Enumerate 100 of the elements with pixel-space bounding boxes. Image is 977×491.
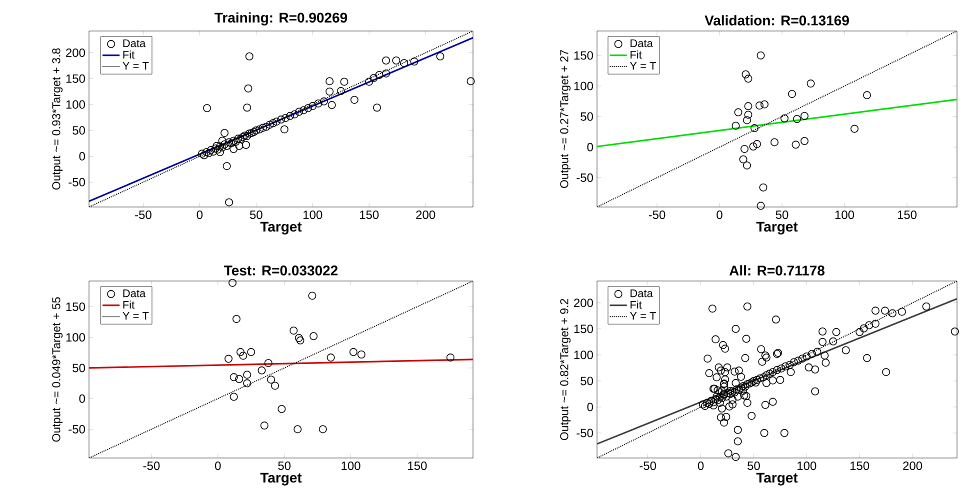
point: [224, 354, 233, 363]
legend-label: Fit: [123, 300, 135, 309]
point: [753, 140, 762, 148]
point: [236, 348, 244, 356]
point: [792, 140, 800, 149]
point: [243, 370, 252, 379]
point: [326, 354, 335, 362]
legend-label: Fit: [123, 50, 135, 59]
x-tick-label: 0: [716, 210, 722, 220]
point: [788, 90, 796, 98]
point: [239, 352, 248, 360]
legend-label: Y = T: [630, 312, 656, 320]
point: [756, 102, 764, 110]
x-tick-label: 50: [748, 462, 760, 470]
point: [290, 326, 298, 335]
y-axis-title: Output ~= 0.27*Target + 27: [560, 50, 571, 188]
y-tick-label: 50: [580, 376, 594, 386]
point: [749, 142, 758, 150]
x-tick-label: 150: [898, 210, 917, 220]
y-tick-label: 100: [66, 333, 86, 342]
point: [267, 376, 276, 384]
point: [744, 74, 752, 83]
point: [294, 425, 302, 434]
legend-label: Data: [630, 39, 653, 48]
point: [260, 422, 268, 430]
point: [744, 110, 752, 119]
legend-label: Data: [123, 39, 146, 48]
x-tick-label: 50: [278, 462, 291, 470]
y-tick-label: 100: [574, 350, 594, 360]
point: [243, 379, 252, 388]
x-tick-label: -50: [143, 462, 160, 470]
x-axis-title: Target: [756, 472, 798, 486]
point: [318, 425, 327, 434]
y-tick-label: 200: [574, 298, 594, 308]
point: [743, 116, 752, 124]
point: [760, 100, 769, 108]
point: [230, 373, 238, 382]
y-tick-label: 0: [79, 152, 86, 161]
x-tick-label: 150: [850, 462, 870, 470]
x-tick-label: -50: [640, 462, 656, 470]
point: [806, 80, 815, 88]
point: [740, 144, 749, 153]
point: [756, 51, 765, 60]
y-tick-label: -50: [68, 178, 86, 186]
point: [750, 124, 759, 132]
legend-label: Y = T: [122, 62, 149, 70]
y-tick-label: 50: [580, 112, 594, 121]
point: [310, 332, 318, 340]
chart-title: Training: R=0.90269: [214, 12, 348, 26]
y-tick-label: 50: [72, 126, 86, 135]
point: [744, 102, 752, 110]
legend-label: Fit: [630, 300, 642, 309]
point: [759, 183, 768, 192]
legend-label: Data: [630, 290, 653, 298]
point: [357, 350, 366, 358]
y-axis-title: Output ~= 0.82*Target + 9.2: [560, 298, 571, 440]
legend-label: Data: [123, 290, 146, 298]
x-tick-label: 0: [698, 462, 704, 470]
point: [793, 115, 802, 123]
x-tick-label: 200: [903, 462, 922, 470]
legend-label: Y = T: [122, 312, 149, 320]
x-tick-label: 100: [342, 462, 360, 470]
point: [258, 366, 266, 374]
x-tick-label: 100: [835, 210, 854, 220]
legend-label: Y = T: [630, 62, 656, 70]
y-tick-label: 0: [79, 394, 86, 403]
y-tick-label: -50: [576, 428, 594, 438]
point: [294, 334, 303, 342]
point: [756, 202, 765, 210]
point: [228, 278, 237, 287]
y-tick-label: 0: [587, 402, 594, 412]
x-tick-label: 100: [304, 210, 322, 220]
point: [770, 138, 779, 146]
x-axis-title: Target: [260, 472, 302, 486]
point: [264, 359, 272, 368]
x-tick-label: 150: [360, 210, 379, 220]
y-tick-label: 100: [574, 82, 594, 90]
x-tick-label: 50: [776, 210, 788, 220]
y-axis-title: Output ~= 0.93*Target + 3.8: [52, 48, 63, 190]
point: [742, 70, 750, 78]
chart-title: Validation: R=0.13169: [704, 15, 849, 26]
point: [446, 354, 454, 362]
point: [780, 114, 789, 122]
x-tick-label: 0: [196, 210, 203, 220]
point: [863, 91, 872, 100]
point: [743, 161, 752, 170]
chart-title: Test: R=0.033022: [224, 266, 338, 276]
y-tick-label: 150: [574, 324, 594, 334]
y-tick-label: -50: [576, 173, 594, 182]
point: [349, 348, 358, 356]
x-tick-label: 50: [250, 210, 262, 220]
point: [235, 374, 244, 383]
x-tick-label: -50: [135, 210, 152, 220]
x-tick-label: 0: [215, 462, 221, 470]
x-tick-label: 200: [416, 210, 436, 220]
legend-label: Fit: [630, 50, 642, 59]
point: [230, 392, 238, 401]
point: [278, 405, 286, 414]
point: [850, 124, 859, 133]
y-tick-label: 150: [66, 302, 86, 311]
